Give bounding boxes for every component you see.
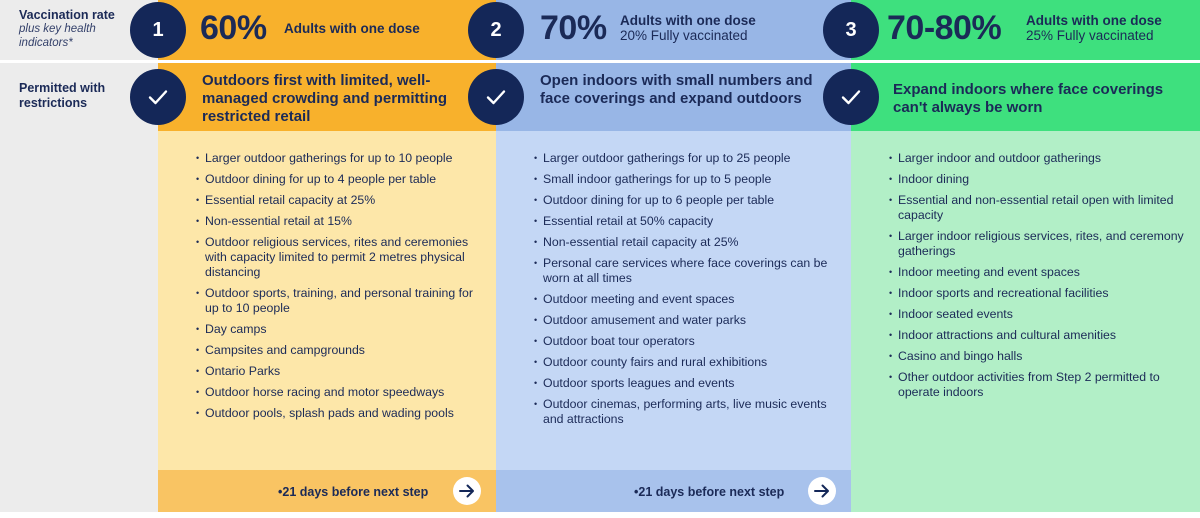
list-item: Outdoor sports, training, and personal t… <box>196 286 486 316</box>
list-item: Outdoor boat tour operators <box>534 334 834 349</box>
step-2-next-button[interactable] <box>808 477 836 505</box>
step-1-number-badge: 1 <box>130 2 186 58</box>
step-1-title-band: Outdoors first with limited, well-manage… <box>158 63 496 131</box>
step-1-list: Larger outdoor gatherings for up to 10 p… <box>196 151 486 427</box>
vaccination-rate-title: Vaccination rate <box>19 8 115 22</box>
step-1-header: 60% Adults with one dose <box>158 0 496 60</box>
step-3-list: Larger indoor and outdoor gatherings Ind… <box>889 151 1189 406</box>
step-2-list: Larger outdoor gatherings for up to 25 p… <box>534 151 834 433</box>
left-rail: Vaccination rate plus key health indicat… <box>0 0 158 512</box>
list-item: Larger indoor and outdoor gatherings <box>889 151 1189 166</box>
list-item: Non-essential retail capacity at 25% <box>534 235 834 250</box>
step-3-title: Expand indoors where face coverings can'… <box>893 81 1164 116</box>
step-3-number-badge: 3 <box>823 2 879 58</box>
list-item: Outdoor dining for up to 6 people per ta… <box>534 193 834 208</box>
step-2-header: 70% Adults with one dose 20% Fully vacci… <box>496 0 851 60</box>
step-2-title: Open indoors with small numbers and face… <box>540 72 813 107</box>
step-2-footer: •21 days before next step <box>496 470 851 512</box>
step-2-check-badge <box>468 69 524 125</box>
list-item: Casino and bingo halls <box>889 349 1189 364</box>
step-3-dose-line2: 25% Fully vaccinated <box>1026 28 1154 43</box>
step-3-percent: 70-80% <box>887 9 1002 47</box>
check-icon <box>486 90 506 105</box>
step-1-dose-info: Adults with one dose <box>284 21 420 36</box>
step-2-number-badge: 2 <box>468 2 524 58</box>
list-item: Larger indoor religious services, rites,… <box>889 229 1189 259</box>
list-item: Outdoor dining for up to 4 people per ta… <box>196 172 486 187</box>
check-icon <box>841 90 861 105</box>
list-item: Essential retail capacity at 25% <box>196 193 486 208</box>
step-1-body: Larger outdoor gatherings for up to 10 p… <box>158 131 496 512</box>
list-item: Indoor meeting and event spaces <box>889 265 1189 280</box>
step-1-dose-line1: Adults with one dose <box>284 21 420 36</box>
list-item: Other outdoor activities from Step 2 per… <box>889 370 1189 400</box>
step-2-percent: 70% <box>540 9 607 47</box>
list-item: Outdoor sports leagues and events <box>534 376 834 391</box>
list-item: Larger outdoor gatherings for up to 10 p… <box>196 151 486 166</box>
list-item: Outdoor religious services, rites and ce… <box>196 235 486 280</box>
step-1-next-button[interactable] <box>453 477 481 505</box>
step-2-dose-info: Adults with one dose 20% Fully vaccinate… <box>620 13 756 43</box>
step-2-body: Larger outdoor gatherings for up to 25 p… <box>496 131 851 512</box>
list-item: Indoor seated events <box>889 307 1189 322</box>
list-item: Small indoor gatherings for up to 5 peop… <box>534 172 834 187</box>
step-3-header: 70-80% Adults with one dose 25% Fully va… <box>851 0 1200 60</box>
step-3-check-badge <box>823 69 879 125</box>
step-1-footer: •21 days before next step <box>158 470 496 512</box>
list-item: Day camps <box>196 322 486 337</box>
list-item: Non-essential retail at 15% <box>196 214 486 229</box>
step-3-body: Larger indoor and outdoor gatherings Ind… <box>851 131 1200 512</box>
permitted-label: Permitted with restrictions <box>19 81 106 110</box>
vaccination-rate-label: Vaccination rate plus key health indicat… <box>19 8 149 50</box>
arrow-right-icon <box>459 484 474 498</box>
step-1-footer-text: •21 days before next step <box>278 485 429 499</box>
list-item: Outdoor cinemas, performing arts, live m… <box>534 397 834 427</box>
list-item: Outdoor county fairs and rural exhibitio… <box>534 355 834 370</box>
step-2-footer-text: •21 days before next step <box>634 485 785 499</box>
step-3-title-band: Expand indoors where face coverings can'… <box>851 63 1200 131</box>
step-1-column: 60% Adults with one dose Outdoors first … <box>158 0 496 512</box>
list-item: Essential and non-essential retail open … <box>889 193 1189 223</box>
list-item: Outdoor horse racing and motor speedways <box>196 385 486 400</box>
list-item: Outdoor amusement and water parks <box>534 313 834 328</box>
step-3-dose-line1: Adults with one dose <box>1026 13 1162 28</box>
step-3-dose-info: Adults with one dose 25% Fully vaccinate… <box>1026 13 1162 43</box>
list-item: Outdoor meeting and event spaces <box>534 292 834 307</box>
arrow-right-icon <box>814 484 829 498</box>
list-item: Indoor sports and recreational facilitie… <box>889 286 1189 301</box>
step-1-check-badge <box>130 69 186 125</box>
rail-divider <box>0 60 158 63</box>
list-item: Campsites and campgrounds <box>196 343 486 358</box>
step-3-column: 70-80% Adults with one dose 25% Fully va… <box>851 0 1200 512</box>
list-item: Essential retail at 50% capacity <box>534 214 834 229</box>
step-2-dose-line2: 20% Fully vaccinated <box>620 28 748 43</box>
list-item: Outdoor pools, splash pads and wading po… <box>196 406 486 421</box>
list-item: Indoor dining <box>889 172 1189 187</box>
list-item: Indoor attractions and cultural amenitie… <box>889 328 1189 343</box>
list-item: Personal care services where face coveri… <box>534 256 834 286</box>
step-2-column: 70% Adults with one dose 20% Fully vacci… <box>496 0 851 512</box>
step-1-percent: 60% <box>200 9 267 47</box>
vaccination-rate-subtitle: plus key health indicators* <box>19 23 96 49</box>
step-2-dose-line1: Adults with one dose <box>620 13 756 28</box>
list-item: Larger outdoor gatherings for up to 25 p… <box>534 151 834 166</box>
step-1-title: Outdoors first with limited, well-manage… <box>202 72 448 125</box>
step-2-title-band: Open indoors with small numbers and face… <box>496 63 851 131</box>
check-icon <box>148 90 168 105</box>
list-item: Ontario Parks <box>196 364 486 379</box>
